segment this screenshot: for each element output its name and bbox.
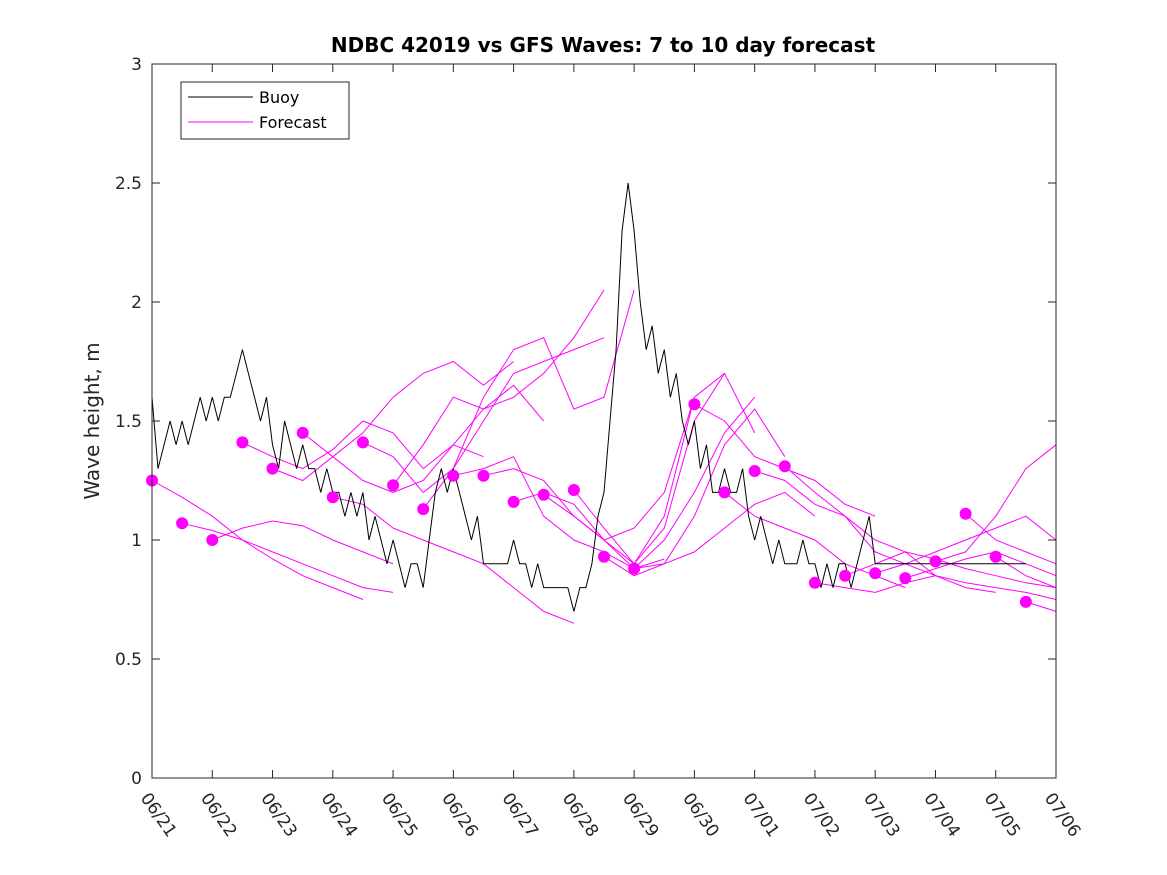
y-tick-label: 0.5 [115, 650, 142, 670]
forecast-marker [869, 567, 882, 580]
forecast-marker [1019, 595, 1032, 608]
forecast-line-5 [272, 360, 514, 482]
forecast-line-4 [242, 420, 484, 470]
forecast-marker [598, 550, 610, 563]
forecast-line-3 [212, 520, 394, 565]
forecast-marker [567, 484, 580, 496]
forecast-line-2 [181, 522, 394, 593]
forecast-marker [537, 488, 550, 501]
forecast-marker [266, 462, 279, 475]
legend-box [180, 81, 350, 140]
forecast-line-8 [362, 337, 605, 494]
forecast-line-9 [392, 289, 605, 486]
forecast-marker [296, 426, 309, 439]
forecast-marker [447, 469, 460, 482]
y-tick-label: 1 [131, 531, 142, 551]
chart-title: NDBC 42019 vs GFS Waves: 7 to 10 day for… [331, 33, 876, 57]
forecast-marker [507, 495, 520, 508]
forecast-marker [417, 503, 430, 516]
forecast-marker [778, 460, 791, 473]
y-axis-label: Wave height, m [80, 342, 104, 499]
forecast-marker [959, 507, 972, 520]
forecast-line-14 [543, 396, 756, 570]
forecast-line-7 [332, 496, 575, 624]
forecast-line-10 [422, 289, 635, 510]
y-tick-label: 2.5 [115, 174, 142, 194]
forecast-line-6 [302, 384, 545, 493]
forecast-marker [748, 465, 761, 477]
forecast-line-1 [151, 480, 364, 600]
plot-area [152, 64, 1056, 778]
forecast-marker [839, 569, 852, 582]
legend-label-buoy: Buoy [259, 88, 299, 107]
forecast-marker-group [146, 398, 1032, 608]
legend-label-forecast: Forecast [259, 113, 327, 132]
y-tick-label: 1.5 [115, 412, 142, 432]
forecast-marker [688, 398, 701, 411]
forecast-line-28 [995, 556, 1057, 589]
forecast-marker [356, 436, 369, 449]
forecast-marker [628, 562, 641, 575]
legend: Buoy Forecast [180, 81, 350, 140]
forecast-marker [808, 576, 821, 589]
forecast-line-15 [573, 372, 756, 565]
forecast-marker [236, 436, 249, 449]
forecast-line-25 [905, 551, 1057, 579]
forecast-line-22 [814, 575, 1057, 600]
forecast-line-26 [935, 444, 1057, 562]
forecast-marker [206, 534, 219, 546]
buoy-line [151, 182, 1026, 612]
y-tick-label: 0 [131, 769, 142, 789]
forecast-marker [387, 479, 400, 492]
y-tick-label: 2 [131, 293, 142, 313]
y-tick-label: 3 [131, 55, 142, 75]
buoy-series-group [151, 182, 1026, 612]
forecast-marker [477, 469, 490, 482]
forecast-marker [899, 572, 912, 585]
y-axis: 0 0.5 1 1.5 2 2.5 3 [115, 55, 1056, 789]
forecast-line-16 [603, 408, 786, 577]
forecast-marker [326, 491, 339, 504]
forecast-line-17 [634, 491, 816, 570]
forecast-marker [989, 550, 1002, 563]
forecast-marker [929, 555, 942, 568]
forecast-marker [176, 517, 189, 530]
forecast-line-27 [965, 513, 1057, 565]
forecast-marker [718, 486, 731, 499]
forecast-line-21 [784, 465, 996, 593]
